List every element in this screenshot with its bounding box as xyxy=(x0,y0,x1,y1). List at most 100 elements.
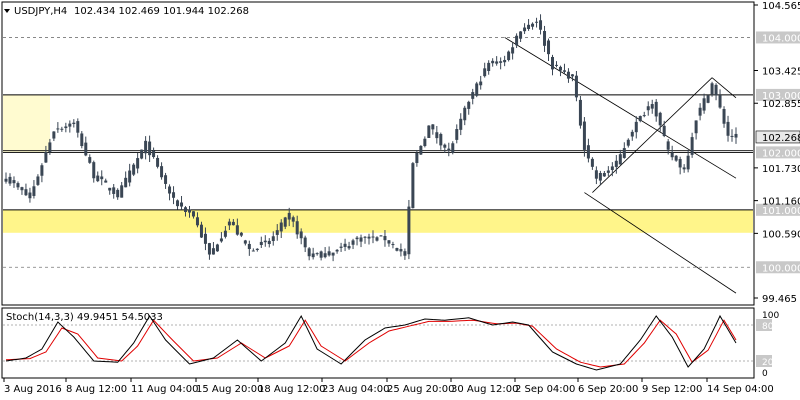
candle-body xyxy=(219,238,223,242)
candle-body xyxy=(144,140,148,154)
candle-body xyxy=(431,124,435,130)
candle-body xyxy=(100,176,104,180)
candle-body xyxy=(172,192,176,198)
candle-body xyxy=(646,106,650,111)
candle-body xyxy=(558,66,562,71)
candle-body xyxy=(678,159,682,168)
candle-body xyxy=(383,236,387,241)
support-zone xyxy=(3,209,753,233)
candle-body xyxy=(375,237,379,241)
candle-body xyxy=(387,240,391,244)
candle-body xyxy=(203,233,207,244)
candle-body xyxy=(658,112,662,126)
level-label-box xyxy=(756,31,800,44)
candle-body xyxy=(475,83,479,96)
candle-body xyxy=(211,248,215,255)
candle-body xyxy=(84,142,88,156)
level-label-box xyxy=(756,146,800,159)
candle-body xyxy=(140,149,144,159)
candle-body xyxy=(12,180,16,184)
candle-body xyxy=(223,230,227,237)
time-tick-label: 14 Sep 04:00 xyxy=(707,384,774,395)
trendline xyxy=(584,192,737,294)
candle-body xyxy=(160,166,164,178)
candle-body xyxy=(694,120,698,134)
time-tick-label: 8 Aug 12:00 xyxy=(66,384,127,395)
candle-body xyxy=(371,236,375,238)
time-tick-label: 23 Aug 04:00 xyxy=(322,384,389,395)
price-tick-label: 101.160 xyxy=(762,197,800,208)
candle-body xyxy=(594,170,598,179)
candle-body xyxy=(395,247,399,251)
candle-body xyxy=(435,132,439,139)
candle-body xyxy=(547,40,551,55)
candle-body xyxy=(471,92,475,99)
candle-body xyxy=(379,235,383,237)
level-label-box xyxy=(756,203,800,216)
candle-body xyxy=(626,139,630,146)
stoch-lines-layer xyxy=(5,314,737,371)
candle-body xyxy=(718,95,722,108)
candle-body xyxy=(315,253,319,255)
price-tick-label: 103.425 xyxy=(762,66,800,77)
candle-body xyxy=(610,166,614,170)
collapse-triangle-icon[interactable] xyxy=(4,9,10,13)
candle-body xyxy=(654,101,658,117)
candle-body xyxy=(271,236,275,242)
candle-body xyxy=(168,186,172,194)
candle-body xyxy=(124,177,128,188)
candle-body xyxy=(451,143,455,153)
candle-body xyxy=(602,173,606,177)
candle-body xyxy=(495,61,499,64)
candle-body xyxy=(4,178,8,182)
candle-body xyxy=(120,185,124,198)
candle-body xyxy=(519,31,523,39)
level-label-box xyxy=(756,88,800,101)
level-label: 100.000 xyxy=(762,263,800,274)
candle-body xyxy=(76,121,80,133)
candle-body xyxy=(96,175,100,182)
candle-body xyxy=(180,202,184,207)
candle-body xyxy=(267,240,271,245)
price-axis: 104.565 103.425 102.855 101.730 101.160 100.5… xyxy=(754,1,800,305)
candle-body xyxy=(439,134,443,146)
candle-body xyxy=(279,222,283,232)
candle-body xyxy=(551,56,555,70)
candle-body xyxy=(698,107,702,116)
candle-body xyxy=(706,95,710,103)
candle-body xyxy=(164,175,168,184)
candle-body xyxy=(24,189,28,196)
candle-body xyxy=(112,187,116,194)
candle-body xyxy=(16,183,20,188)
candle-body xyxy=(44,151,48,163)
candle-body xyxy=(48,142,52,153)
candle-body xyxy=(80,133,84,147)
candle-body xyxy=(499,61,503,63)
candle-body xyxy=(176,200,180,207)
candle-body xyxy=(479,81,483,86)
candle-body xyxy=(670,152,674,158)
time-tick-label: 25 Aug 20:00 xyxy=(387,384,454,395)
stoch-level-box xyxy=(756,319,772,331)
candle-body xyxy=(507,51,511,61)
candle-body xyxy=(403,251,407,256)
price-tick-label: 101.730 xyxy=(762,164,800,175)
resistance-zone xyxy=(3,94,50,153)
time-tick-label: 15 Aug 20:00 xyxy=(196,384,263,395)
time-tick-label: 9 Sep 12:00 xyxy=(642,384,702,395)
candle-body xyxy=(447,148,451,151)
candle-body xyxy=(682,167,686,170)
candle-body xyxy=(359,237,363,242)
candle-body xyxy=(511,47,515,54)
symbol-label: USDJPY,H4 xyxy=(14,6,67,17)
candle-body xyxy=(582,121,586,150)
candle-body xyxy=(187,209,191,213)
main-chart-frame xyxy=(1,1,755,306)
time-tick-label: 30 Aug 12:00 xyxy=(451,384,518,395)
candle-body xyxy=(399,249,403,252)
candle-body xyxy=(132,164,136,175)
candle-body xyxy=(32,186,36,196)
stoch-main-line xyxy=(5,314,737,371)
candle-body xyxy=(710,83,714,95)
